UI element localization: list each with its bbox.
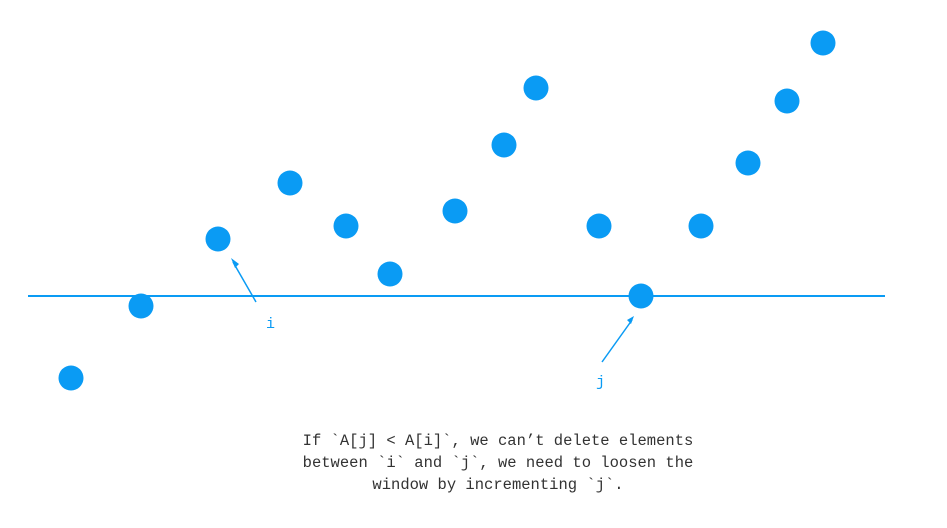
label-j: j [596,374,605,391]
label-i: i [266,316,275,333]
data-points [58,30,836,391]
data-point-12 [688,213,714,239]
data-point-8 [491,132,517,158]
data-point-7 [442,198,468,224]
data-point-10 [586,213,612,239]
data-point-3 [205,226,231,252]
data-point-14 [774,88,800,114]
caption-line-3: window by incrementing `j`. [372,476,624,494]
data-point-4 [277,170,303,196]
data-point-2 [128,293,154,319]
pointer-arrow-i [232,261,257,303]
data-point-15 [810,30,836,56]
caption-line-2: between `i` and `j`, we need to loosen t… [302,454,694,472]
caption: If `A[j] < A[i]`, we can’t delete elemen… [203,430,793,496]
data-point-1 [58,365,84,391]
data-point-13 [735,150,761,176]
data-point-6 [377,261,403,287]
pointer-arrowhead-i [231,258,239,268]
caption-line-1: If `A[j] < A[i]`, we can’t delete elemen… [302,432,694,450]
data-point-9 [523,75,549,101]
data-point-11 [628,283,654,309]
data-point-5 [333,213,359,239]
pointer-arrowhead-j [627,316,634,324]
pointer-arrow-j [601,319,633,363]
